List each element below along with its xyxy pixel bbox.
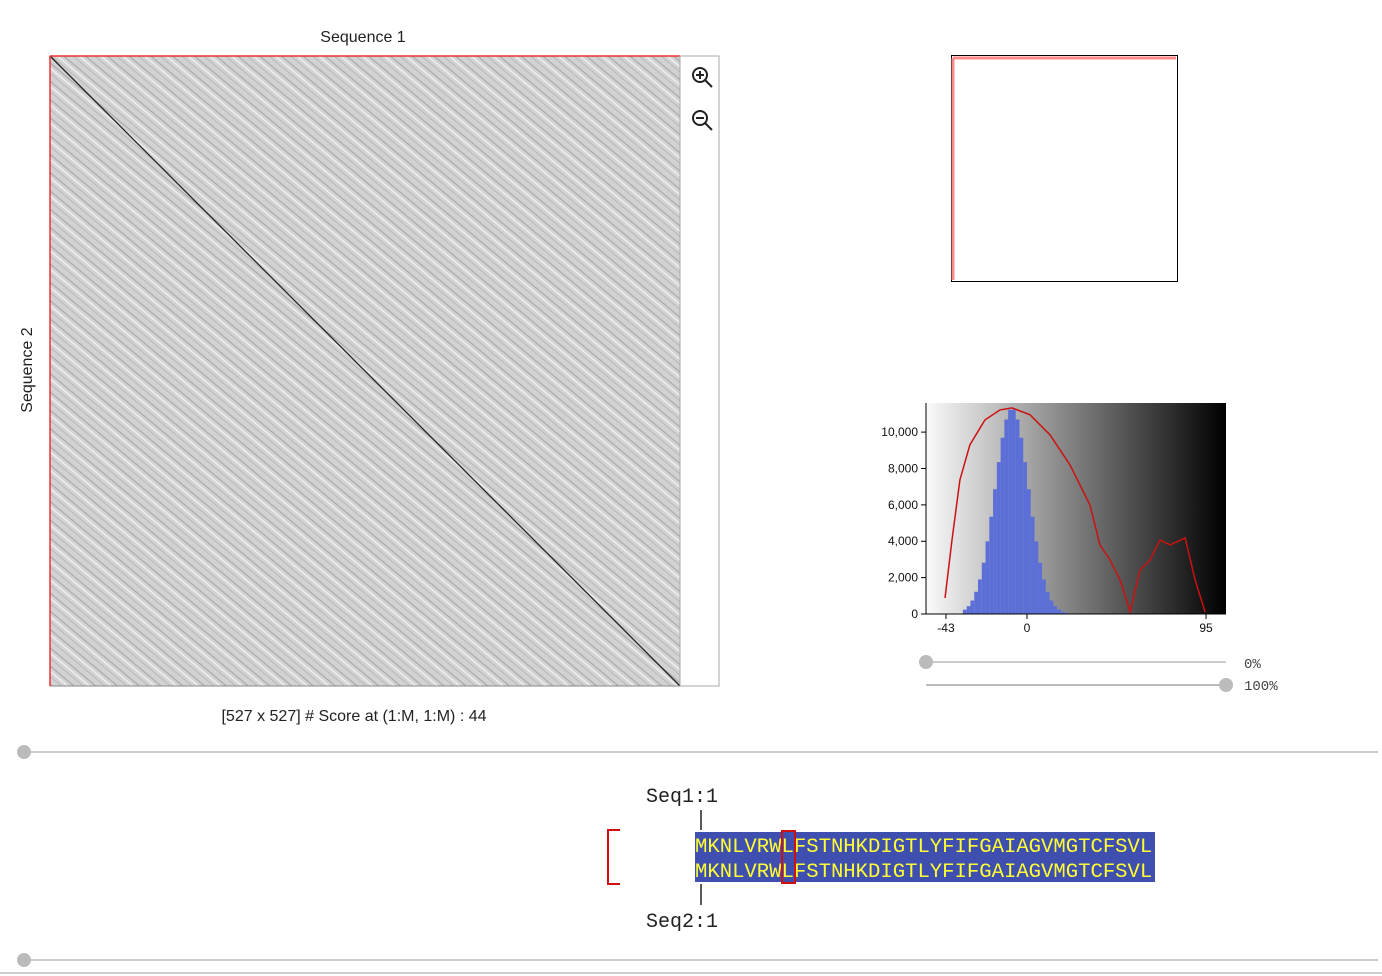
x-axis-label: Sequence 1 (320, 29, 406, 46)
bar (1019, 437, 1024, 614)
bar (1038, 562, 1043, 614)
y-axis-label: Sequence 2 (19, 327, 36, 413)
bar (966, 606, 971, 614)
slider-label: 100% (1244, 679, 1278, 695)
bar (974, 591, 979, 614)
bar (1027, 489, 1031, 614)
overview[interactable] (951, 55, 1178, 282)
bar (1042, 579, 1046, 614)
slider-label: 0% (1244, 657, 1261, 673)
y-tick-label: 8,000 (888, 461, 918, 475)
cursor-box (781, 830, 796, 884)
y-tick-label: 10,000 (881, 425, 918, 439)
histogram-background (926, 403, 1226, 614)
bar (989, 516, 994, 614)
bar (1060, 611, 1065, 614)
bar (1008, 409, 1012, 614)
seq2: MKNLVRWLFSTNHKDIGTLYFIFGAIAGVMGTCFSVL (695, 861, 1152, 884)
status-text: [527 x 527] # Score at (1:M, 1:M) : 44 (221, 708, 486, 725)
y-tick-label: 0 (911, 607, 918, 621)
bar (970, 600, 975, 614)
bar (1004, 419, 1009, 614)
bar (1023, 462, 1028, 614)
bar (1053, 606, 1058, 614)
toolbar (679, 55, 720, 687)
x-tick-label: -43 (937, 621, 955, 635)
diagonal (49, 55, 681, 687)
bar (978, 579, 982, 614)
bar (962, 609, 967, 614)
slider-handle[interactable] (17, 953, 31, 967)
histogram: 0 2,000 4,000 6,000 8,000 10,000 -43 0 95 (881, 403, 1226, 635)
seq2-label: Seq2:1 (646, 911, 718, 934)
bar (985, 541, 990, 614)
bar (981, 562, 986, 614)
x-tick-label: 0 (1024, 621, 1031, 635)
bracket (607, 829, 620, 885)
zoom-out[interactable] (692, 110, 713, 131)
bar (1064, 612, 1069, 614)
bar (996, 462, 1001, 614)
y-tick-label: 6,000 (888, 498, 918, 512)
bar (1049, 600, 1054, 614)
bar (1030, 516, 1035, 614)
y-tick-label: 4,000 (888, 534, 918, 548)
zoom-in[interactable] (692, 67, 713, 88)
bar (1034, 541, 1039, 614)
density-line (944, 407, 1206, 615)
y-tick-label: 2,000 (888, 571, 918, 585)
seq1-label: Seq1:1 (646, 786, 718, 809)
slider-handle[interactable] (1219, 678, 1233, 692)
bar (1057, 609, 1061, 614)
bar (1000, 437, 1005, 614)
x-tick-label: 95 (1199, 621, 1213, 635)
slider-handle[interactable] (919, 655, 933, 669)
bar (1011, 409, 1016, 614)
bar (1045, 591, 1050, 614)
seq1: MKNLVRWLFSTNHKDIGTLYFIFGAIAGVMGTCFSVL (695, 836, 1152, 859)
slider-handle[interactable] (17, 745, 31, 759)
alignment-highlight (695, 832, 1155, 882)
bar (1015, 419, 1020, 614)
bar (993, 489, 997, 614)
